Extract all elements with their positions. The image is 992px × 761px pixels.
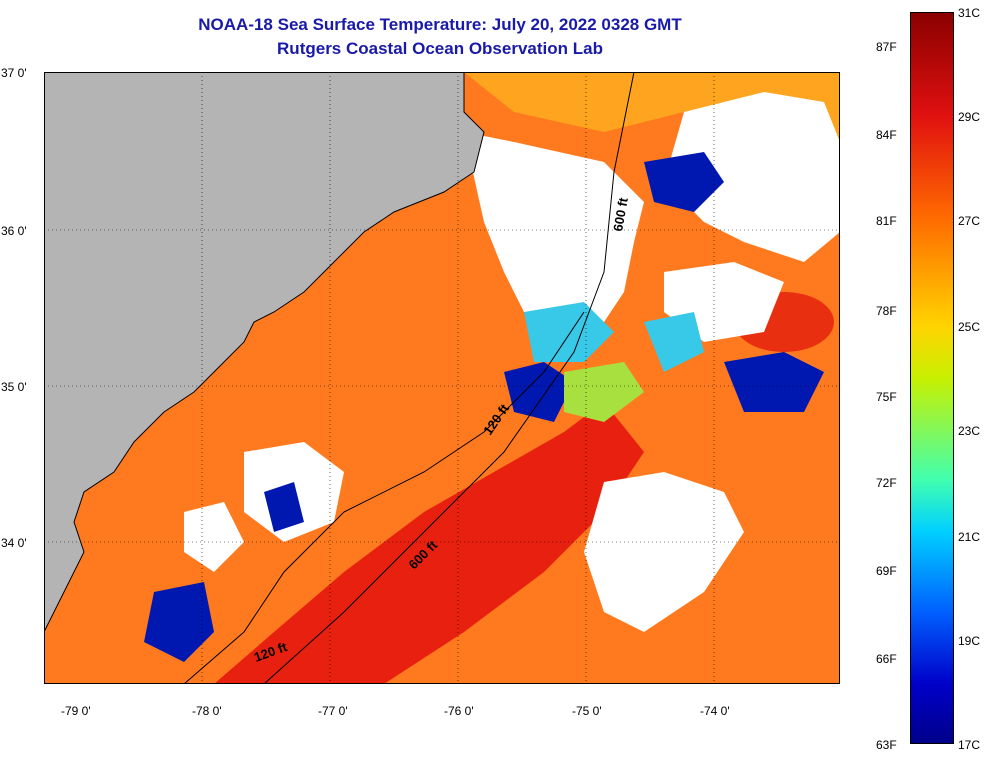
- colorbar-f-84: 84F: [876, 128, 897, 142]
- map-subtitle: Rutgers Coastal Ocean Observation Lab: [277, 39, 603, 58]
- sst-map: 600 ft 120 ft 600 ft 120 ft: [44, 72, 840, 684]
- map-frame: [44, 72, 840, 684]
- lon-label-76: -76 0': [444, 704, 474, 718]
- map-title: NOAA-18 Sea Surface Temperature: July 20…: [198, 15, 682, 34]
- colorbar-f-87: 87F: [876, 40, 897, 54]
- lon-label-75: -75 0': [572, 704, 602, 718]
- lon-label-79: -79 0': [61, 704, 91, 718]
- colorbar-f-78: 78F: [876, 304, 897, 318]
- cyan-patch-center: [524, 302, 614, 362]
- colorbar-c-17: 17C: [958, 738, 981, 752]
- cloud-north-east: [664, 92, 840, 262]
- lon-label-74: -74 0': [700, 704, 730, 718]
- contour-120ft: [183, 311, 585, 684]
- lat-label-34: 34 0': [1, 536, 27, 550]
- colorbar-c-29: 29C: [958, 110, 981, 124]
- colorbar-f-72: 72F: [876, 476, 897, 490]
- temperature-colorbar: [910, 12, 954, 744]
- cloud-south-east: [584, 472, 744, 632]
- lat-label-35: 35 0': [1, 380, 27, 394]
- colorbar-f-81: 81F: [876, 214, 897, 228]
- colorbar-c-25: 25C: [958, 320, 981, 334]
- green-patch-center: [564, 362, 644, 422]
- cloud-north: [464, 132, 644, 332]
- cold-patch-coast: [264, 482, 304, 532]
- lon-label-78: -78 0': [192, 704, 222, 718]
- cold-patch-east: [724, 352, 824, 412]
- colorbar-f-75: 75F: [876, 390, 897, 404]
- cold-patch-north: [644, 152, 724, 212]
- lat-label-36: 36 0': [1, 224, 27, 238]
- colorbar-f-66: 66F: [876, 652, 897, 666]
- cold-patch-south: [144, 582, 214, 662]
- colorbar-c-21: 21C: [958, 530, 981, 544]
- colorbar-c-27: 27C: [958, 214, 981, 228]
- lon-label-77: -77 0': [318, 704, 348, 718]
- land-mass: [44, 72, 484, 632]
- coastline: [44, 72, 485, 633]
- colorbar-c-23: 23C: [958, 424, 981, 438]
- colorbar-c-19: 19C: [958, 634, 981, 648]
- map-grid: [44, 72, 840, 684]
- contour-label-600-north: 600 ft: [610, 196, 631, 233]
- colorbar-f-63: 63F: [876, 738, 897, 752]
- colorbar-c-31: 31C: [958, 6, 981, 20]
- lat-label-37: 37 0': [1, 66, 27, 80]
- contour-600ft: [263, 72, 635, 684]
- cloud-west: [184, 502, 244, 572]
- colorbar-f-69: 69F: [876, 564, 897, 578]
- hot-core: [214, 402, 644, 684]
- cyan-patch-east: [644, 312, 704, 372]
